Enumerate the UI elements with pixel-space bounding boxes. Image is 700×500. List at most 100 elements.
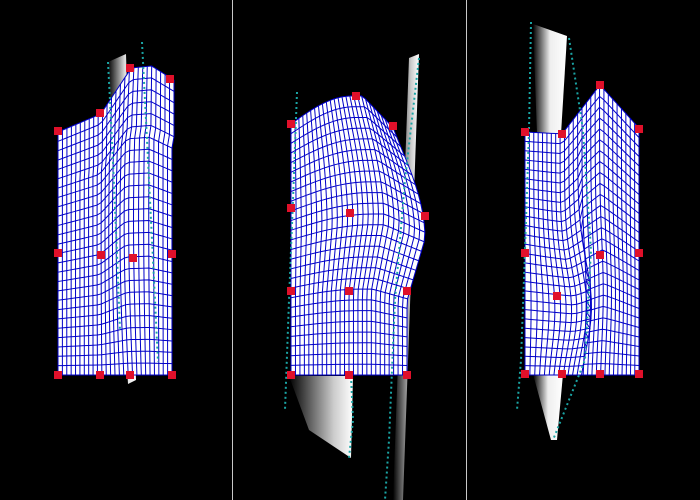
mesh-column-line [372,107,400,375]
control-point-icon[interactable] [287,287,295,295]
control-point-icon[interactable] [389,122,397,130]
viewport-right-canvas[interactable] [467,0,700,500]
guide-curve [141,41,159,363]
control-point-icon[interactable] [126,371,134,379]
mesh-column-line [88,118,90,376]
deformation-mesh [57,65,175,376]
control-points[interactable] [521,81,643,378]
mesh-column-line [620,108,624,376]
control-point-icon[interactable] [287,371,295,379]
mesh-column-line [533,132,538,376]
mesh-column-line [306,112,313,375]
control-point-icon[interactable] [345,287,353,295]
viewport-center-canvas[interactable] [233,0,466,500]
mesh-column-line [310,110,318,375]
control-point-icon[interactable] [97,251,105,259]
control-point-icon[interactable] [129,254,137,262]
viewport-right[interactable] [467,0,700,500]
mesh-column-line [361,95,385,375]
mesh-column-line [349,95,369,375]
control-point-icon[interactable] [166,75,174,83]
control-point-icon[interactable] [54,371,62,379]
mesh-column-line [599,85,604,376]
control-point-icon[interactable] [403,371,411,379]
mesh-row-line [524,84,640,135]
control-point-icon[interactable] [287,120,295,128]
mesh-column-line [133,67,139,376]
mesh-column-line [572,119,588,376]
mesh-column-line [392,127,426,375]
control-point-icon[interactable] [596,251,604,259]
viewport-left[interactable] [0,0,232,500]
mesh-column-line [167,77,171,376]
control-points[interactable] [287,92,429,379]
mesh-column-line [603,89,608,376]
viewport-left-canvas[interactable] [0,0,232,500]
mesh-column-line [321,103,333,375]
mesh-column-line [298,118,302,375]
control-point-icon[interactable] [596,370,604,378]
control-point-icon[interactable] [558,130,566,138]
rod-shading [289,376,353,458]
control-point-icon[interactable] [352,92,360,100]
control-point-icon[interactable] [521,370,529,378]
mesh-column-line [138,66,144,376]
deformation-mesh [290,95,426,376]
mesh-column-line [128,67,135,376]
mesh-column-line [528,132,532,376]
mesh-column-line [96,115,99,376]
control-point-icon[interactable] [521,128,529,136]
mesh-column-line [607,94,612,376]
mesh-column-line [555,133,567,376]
control-points[interactable] [54,64,176,379]
control-point-icon[interactable] [54,127,62,135]
deformation-mesh [524,84,640,376]
mesh-column-line [590,96,596,376]
rod-shading [533,24,567,134]
mesh-column-line [616,103,620,376]
mesh-column-line [317,105,328,375]
control-point-icon[interactable] [168,371,176,379]
mesh-column-line [314,108,323,375]
control-point-icon[interactable] [168,250,176,258]
control-point-icon[interactable] [596,81,604,89]
control-point-icon[interactable] [553,292,561,300]
mesh-column-line [111,90,117,376]
control-point-icon[interactable] [521,249,529,257]
mesh-column-line [123,70,130,376]
mesh-column-line [384,119,416,375]
control-point-icon[interactable] [635,249,643,257]
control-point-icon[interactable] [54,249,62,257]
mesh-column-line [162,74,166,376]
control-point-icon[interactable] [635,370,643,378]
control-point-icon[interactable] [558,370,566,378]
control-point-icon[interactable] [346,209,354,217]
control-point-icon[interactable] [403,287,411,295]
control-point-icon[interactable] [345,371,353,379]
control-point-icon[interactable] [96,371,104,379]
control-point-icon[interactable] [635,125,643,133]
mesh-column-line [537,132,544,376]
control-point-icon[interactable] [126,64,134,72]
mesh-column-line [108,97,113,376]
panel-divider [232,0,233,500]
mesh-column-line [153,68,157,376]
mesh-column-line [629,118,632,376]
mesh-column-line [368,103,395,375]
mesh-column-line [294,121,297,375]
mesh-column-line [581,108,587,376]
control-point-icon[interactable] [287,204,295,212]
mesh-surface [525,85,639,375]
mesh-column-line [329,100,343,375]
mesh-column-line [380,115,410,375]
mesh-column-line [594,91,600,376]
mesh-column-line [568,125,583,376]
mesh-column-line [337,97,354,375]
control-point-icon[interactable] [96,109,104,117]
mesh-column-line [148,66,153,376]
rod-shading [533,374,563,440]
mesh-column-line [115,84,121,376]
viewport-center[interactable] [233,0,466,500]
control-point-icon[interactable] [421,212,429,220]
